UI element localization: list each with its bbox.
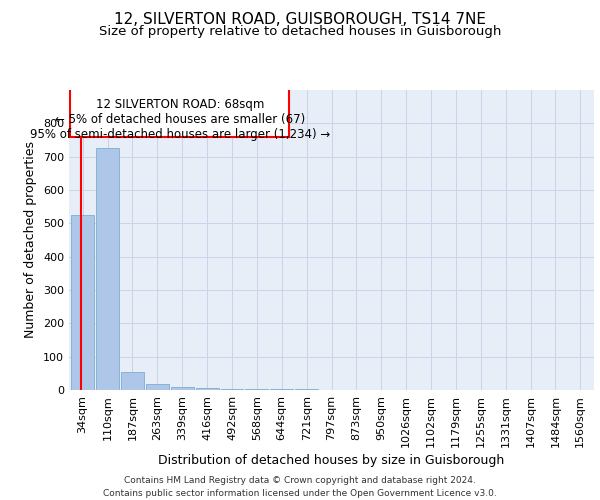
Text: ← 5% of detached houses are smaller (67): ← 5% of detached houses are smaller (67) (55, 114, 305, 126)
Bar (196, 388, 218, 390)
Text: Contains HM Land Registry data © Crown copyright and database right 2024.
Contai: Contains HM Land Registry data © Crown c… (103, 476, 497, 498)
Text: 95% of semi-detached houses are larger (1,234) →: 95% of semi-detached houses are larger (… (29, 128, 330, 141)
X-axis label: Distribution of detached houses by size in Guisborough: Distribution of detached houses by size … (158, 454, 505, 467)
Text: 12 SILVERTON ROAD: 68sqm: 12 SILVERTON ROAD: 68sqm (95, 98, 264, 112)
Bar (171, 388, 194, 390)
Bar (245, 389, 268, 390)
Text: 12, SILVERTON ROAD, GUISBOROUGH, TS14 7NE: 12, SILVERTON ROAD, GUISBOROUGH, TS14 7N… (114, 12, 486, 28)
Bar (121, 372, 144, 390)
Text: Size of property relative to detached houses in Guisborough: Size of property relative to detached ho… (99, 25, 501, 38)
Y-axis label: Number of detached properties: Number of detached properties (25, 142, 37, 338)
Bar (71, 215, 94, 390)
FancyBboxPatch shape (70, 88, 289, 136)
Bar (96, 148, 119, 390)
Bar (221, 388, 244, 390)
Bar (146, 384, 169, 390)
